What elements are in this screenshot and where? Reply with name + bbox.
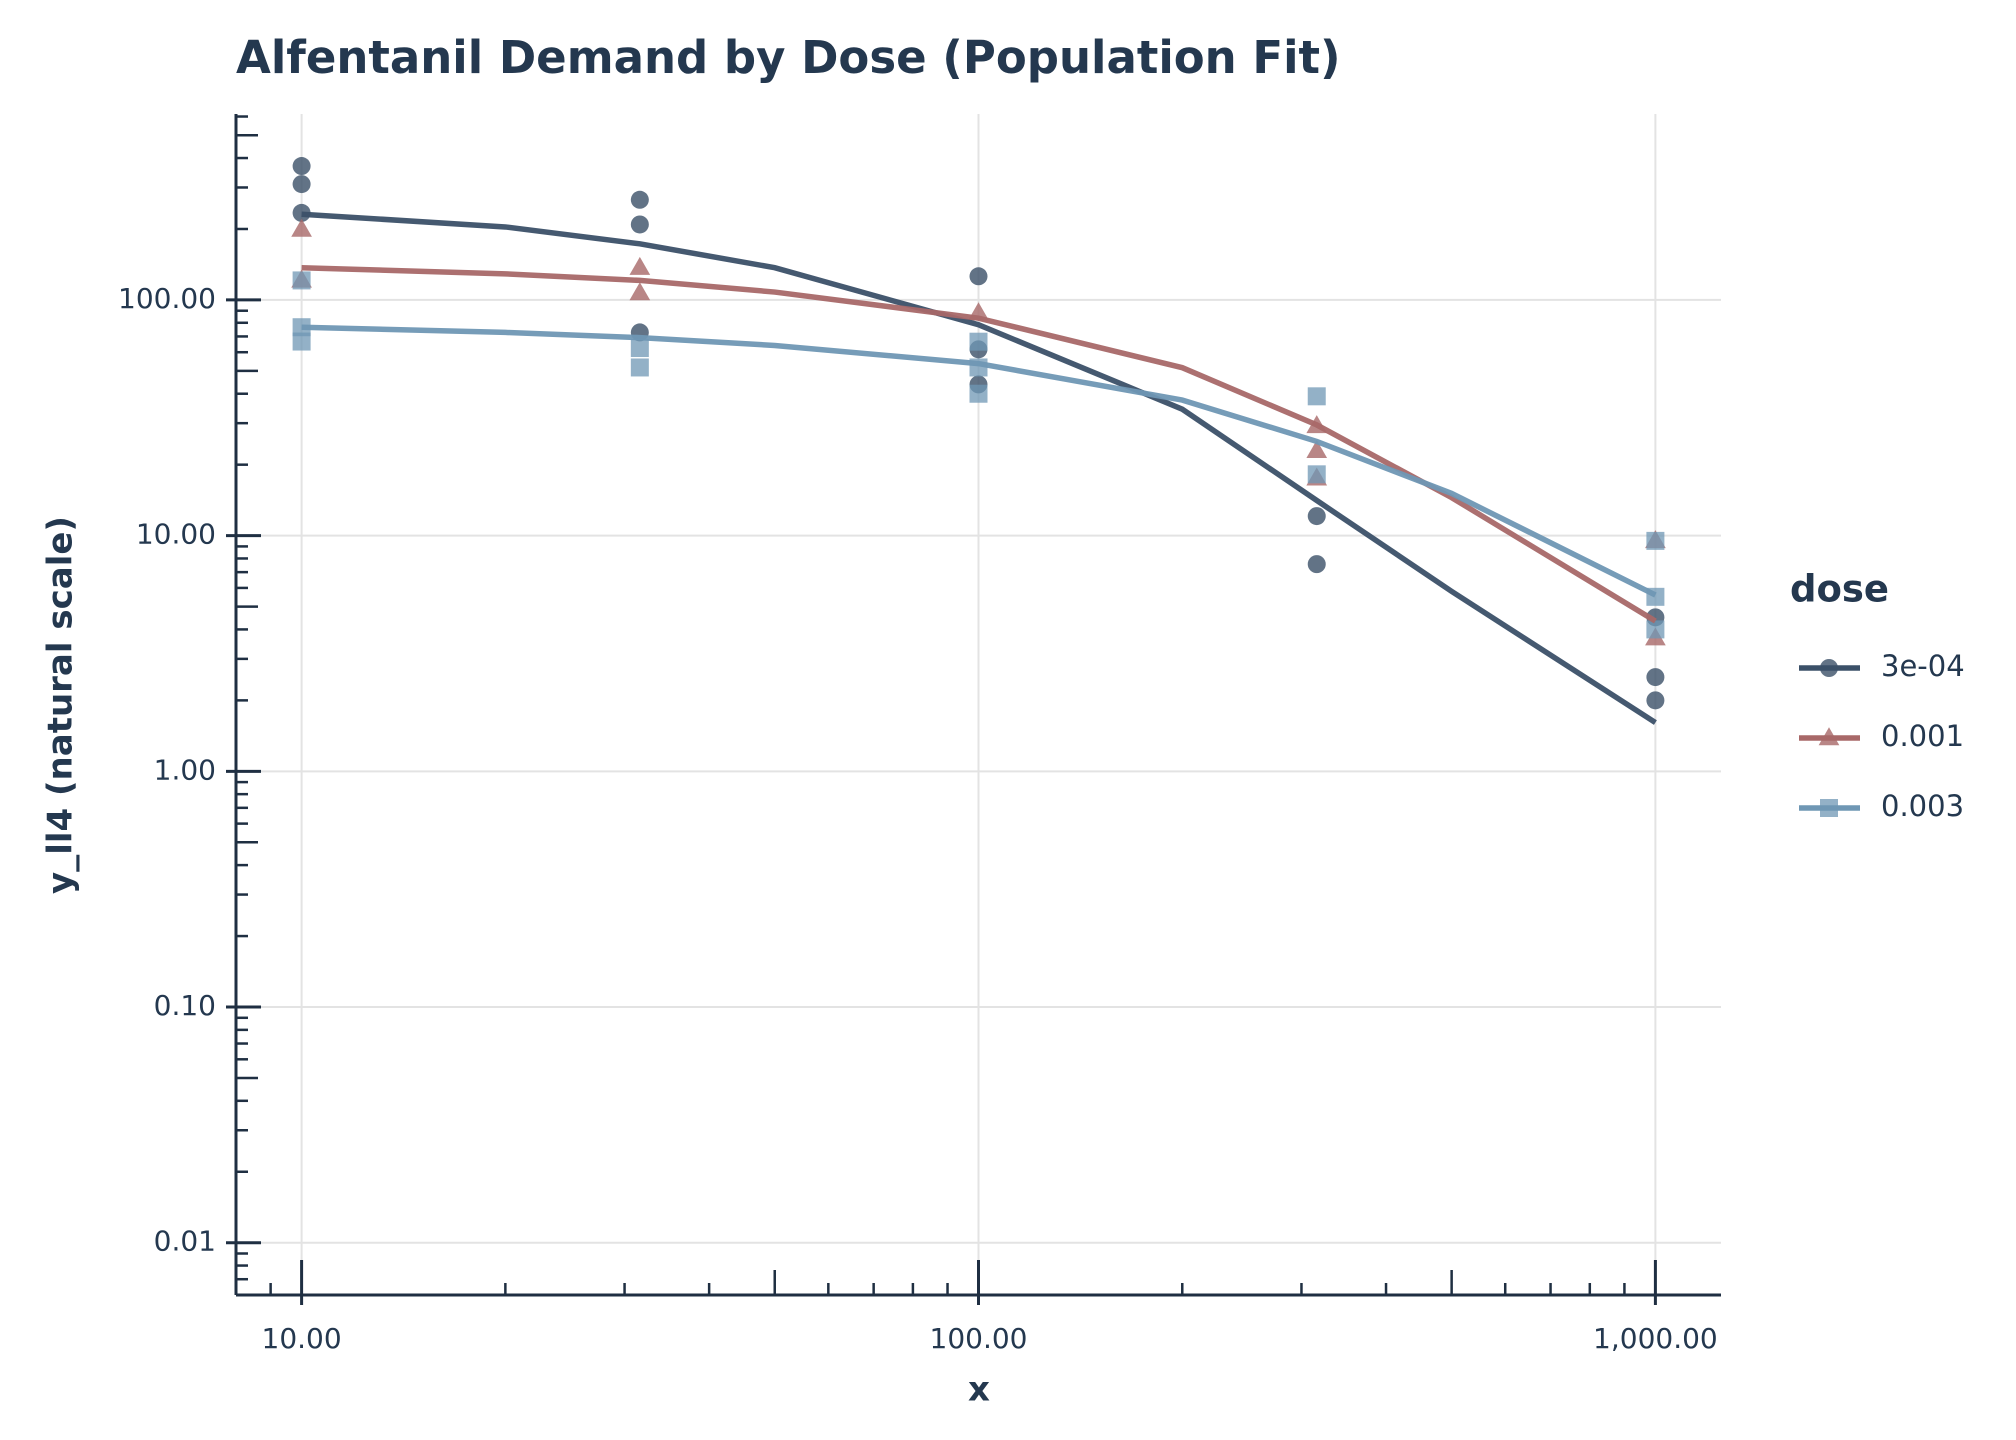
legend-label: 0.001 (1881, 719, 1964, 753)
y-tick-label: 100.00 (118, 282, 216, 315)
x-tick-label: 10.00 (262, 1322, 342, 1355)
fit-line (301, 324, 1657, 598)
legend-marker (1820, 659, 1838, 677)
point (1307, 507, 1326, 526)
x-tick-label: 1,000.00 (1593, 1322, 1718, 1355)
point (630, 190, 649, 209)
fit-line (301, 211, 1657, 725)
y-tick-label: 0.01 (154, 1225, 216, 1258)
y-tick-label: 0.10 (154, 989, 216, 1022)
point (292, 175, 311, 194)
point (630, 339, 649, 358)
legend-marker (1820, 799, 1838, 817)
point (291, 218, 312, 237)
point (969, 267, 988, 286)
point (1646, 691, 1665, 710)
point (629, 256, 651, 275)
point (629, 282, 651, 301)
y-axis-label: y_ll4 (natural scale) (41, 516, 81, 894)
point (292, 157, 311, 176)
point (1307, 387, 1326, 406)
y-tick-label: 1.00 (154, 753, 216, 786)
point (1306, 440, 1328, 459)
legend-label: 3e-04 (1881, 649, 1965, 683)
point (630, 215, 649, 234)
point (292, 332, 311, 351)
point (630, 358, 649, 377)
point (292, 271, 311, 290)
point (1646, 620, 1665, 639)
point (969, 332, 988, 351)
legend-title: dose (1790, 568, 1889, 611)
point (1307, 555, 1326, 574)
point (292, 203, 311, 222)
chart-title: Alfentanil Demand by Dose (Population Fi… (236, 31, 1341, 84)
legend-marker (1818, 727, 1840, 746)
point (1307, 465, 1326, 484)
point (969, 384, 988, 403)
x-tick-label: 100.00 (930, 1322, 1028, 1355)
x-axis-label: x (968, 1370, 990, 1410)
point (1646, 531, 1665, 550)
y-tick-label: 10.00 (136, 518, 216, 551)
point (1646, 668, 1665, 687)
legend-label: 0.003 (1881, 789, 1964, 823)
